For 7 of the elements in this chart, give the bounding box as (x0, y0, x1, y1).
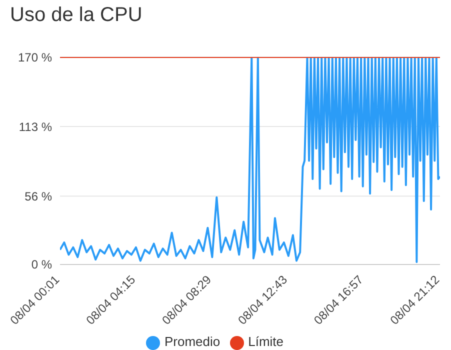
y-tick-label: 0 % (31, 258, 52, 272)
y-tick-label: 113 % (18, 120, 52, 134)
legend-label: Promedio (164, 334, 220, 350)
y-tick-label: 56 % (24, 189, 52, 204)
legend-label: Límite (248, 334, 284, 350)
chart-title: Uso de la CPU (10, 4, 142, 27)
y-tick-label: 170 % (18, 50, 52, 64)
